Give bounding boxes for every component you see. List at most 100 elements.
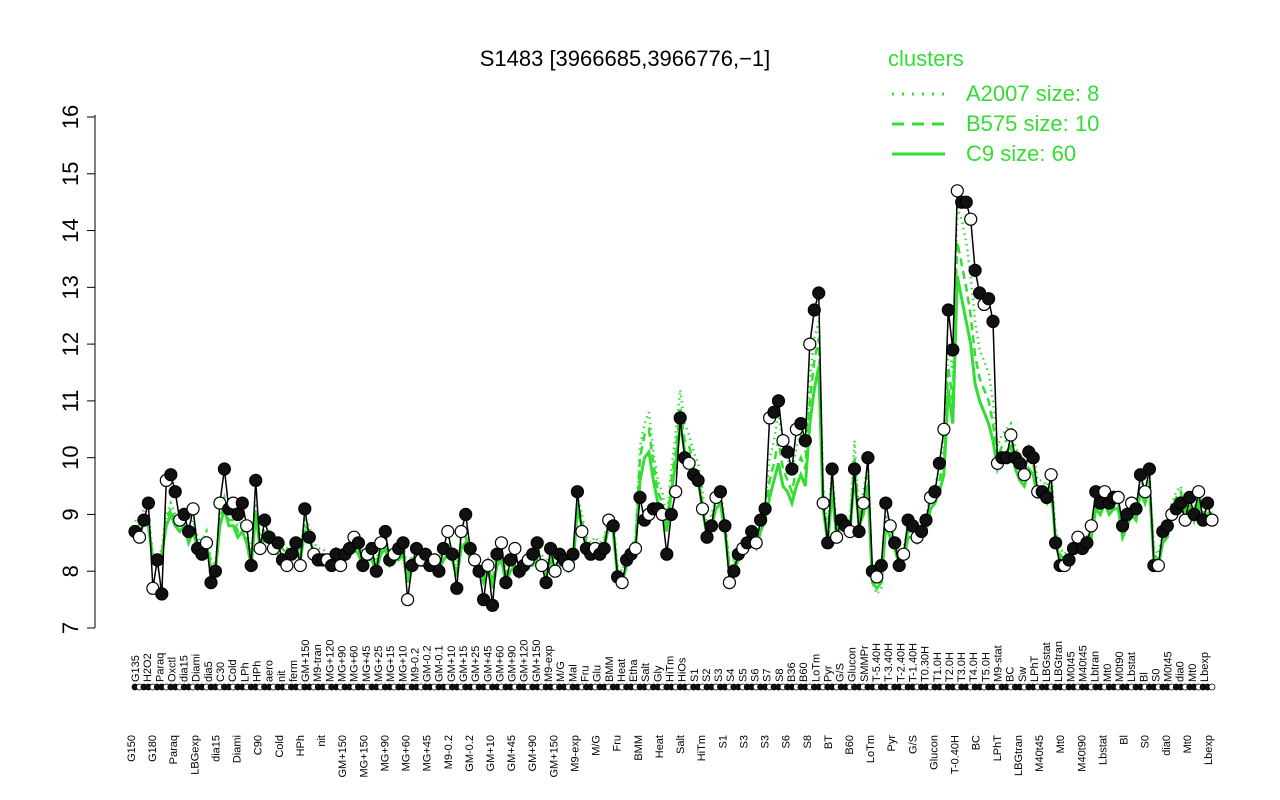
x-tick-label: S0	[1150, 669, 1162, 682]
data-point	[302, 530, 316, 544]
data-point	[798, 434, 812, 448]
x-tick-label: GM+90	[507, 646, 519, 682]
data-point	[633, 490, 647, 504]
data-point	[722, 575, 737, 590]
data-point	[829, 530, 844, 544]
data-point	[535, 558, 549, 573]
x-tick-label: Paraq	[168, 735, 180, 764]
x-tick-label: LPhT	[992, 735, 1004, 762]
data-point	[682, 456, 696, 470]
data-point	[280, 558, 294, 573]
x-tick-label: BC	[1005, 667, 1017, 682]
data-point	[888, 536, 902, 550]
y-tick-label: 16	[58, 105, 83, 129]
x-tick-label: Cold	[227, 659, 239, 682]
x-tick-label: Pyr	[822, 665, 834, 682]
x-tick-label: ferm	[288, 660, 300, 682]
x-tick-label: M9-exp	[543, 645, 555, 682]
x-tick-label: H2O2	[142, 653, 154, 682]
data-point	[141, 496, 155, 510]
data-point	[454, 524, 468, 539]
data-point	[164, 468, 178, 482]
data-point	[1013, 456, 1027, 470]
data-point	[570, 485, 585, 499]
cluster-line-1	[134, 207, 1214, 597]
data-point	[369, 564, 383, 578]
x-tick-label: T0.30H	[920, 646, 932, 682]
x-tick-label: Salt	[675, 735, 687, 754]
data-point	[199, 536, 214, 550]
x-tick-label: S8	[802, 735, 814, 748]
data-point	[861, 451, 875, 465]
data-point	[932, 456, 947, 470]
data-point	[1191, 485, 1206, 499]
x-tick-label: Heat	[654, 735, 666, 758]
data-point	[356, 558, 370, 573]
x-tick-label: T-0.40H	[950, 735, 962, 774]
data-point	[132, 530, 147, 544]
x-tick-label: MG+90	[337, 646, 349, 682]
x-tick-label: GM+25	[470, 646, 482, 682]
data-point	[1151, 558, 1166, 573]
x-tick-label: BMM	[633, 735, 645, 761]
x-tick-label: T5.0H	[980, 652, 992, 682]
x-tick-label: GM-0.2	[422, 645, 434, 682]
data-point	[459, 507, 473, 522]
x-tick-label: Diami	[232, 735, 244, 763]
data-point	[776, 434, 790, 448]
data-point	[186, 502, 200, 516]
x-tick-label: G/S	[835, 663, 847, 682]
data-point	[374, 536, 388, 550]
x-tick-label: HPh	[295, 735, 307, 756]
x-tick-label: S3	[760, 735, 772, 748]
data-point	[660, 547, 674, 561]
x-tick-label: Sw	[1017, 667, 1029, 682]
data-point	[490, 547, 504, 561]
x-tick-label: M9-stat	[992, 645, 1004, 682]
data-point	[1044, 468, 1058, 482]
data-point	[1138, 485, 1152, 499]
y-tick-label: 11	[58, 389, 83, 412]
x-tick-label: S6	[781, 735, 793, 748]
data-point	[1142, 462, 1157, 476]
data-point	[892, 558, 906, 573]
x-tick-label: BC	[971, 735, 983, 750]
cluster-lines	[133, 207, 1214, 597]
x-tick-label: MG+10	[397, 646, 409, 682]
data-point	[981, 292, 996, 306]
data-point	[1129, 502, 1143, 516]
data-point	[168, 485, 182, 499]
x-tick-label: BMM	[604, 656, 616, 682]
data-point	[896, 547, 911, 561]
data-point	[812, 286, 826, 300]
data-point	[964, 212, 978, 226]
data-point	[494, 536, 508, 550]
x-tick-label: S1	[689, 669, 701, 682]
data-point	[485, 598, 500, 612]
y-tick-label: 10	[58, 445, 83, 469]
data-point	[713, 485, 728, 499]
x-tick-label: nit	[316, 735, 328, 747]
data-point	[950, 184, 964, 198]
data-point	[441, 524, 455, 539]
data-point	[231, 507, 245, 522]
y-tick-label: 12	[58, 332, 83, 356]
x-tick-label: S6	[750, 669, 762, 682]
x-tick-label: Diami	[191, 654, 203, 682]
data-point	[432, 564, 446, 578]
x-tick-label: GM-0.1	[434, 645, 446, 682]
data-point	[204, 575, 218, 590]
x-tick-label: GM+45	[506, 735, 518, 771]
x-tick-label: Oxctl	[166, 657, 178, 682]
data-point	[1200, 496, 1215, 510]
data-point	[481, 558, 495, 573]
y-tick-label: 9	[58, 508, 83, 520]
data-point	[695, 502, 710, 516]
legend-label-a2007: A2007 size: 8	[966, 81, 1099, 106]
x-tick-label: GM+150	[300, 640, 312, 683]
x-tick-label: T-2.40H	[895, 643, 907, 682]
x-tick-label: Fru	[612, 735, 624, 752]
data-point	[575, 524, 589, 539]
data-point	[606, 519, 620, 533]
x-tick-label: Mt0	[1182, 735, 1194, 753]
